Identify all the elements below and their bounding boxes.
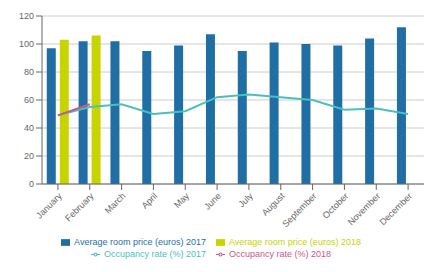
svg-text:July: July — [236, 191, 255, 210]
svg-text:40: 40 — [24, 123, 34, 133]
html-text:Occupancy rate (%) 2017: Occupancy rate (%) 2017 — [103, 249, 206, 259]
svg-text:September: September — [280, 191, 318, 229]
html-text:Occupancy rate (%) 2018: Occupancy rate (%) 2018 — [229, 249, 332, 259]
svg-text:100: 100 — [19, 39, 34, 49]
svg-text:August: August — [260, 191, 287, 218]
svg-text:December: December — [378, 191, 414, 227]
svg-text:March: March — [103, 191, 128, 216]
svg-text:120: 120 — [19, 11, 34, 21]
html-text:Average room price (euros) 201: Average room price (euros) 2017 — [74, 237, 206, 247]
html-text:Average room price (euros) 201: Average room price (euros) 2018 — [229, 237, 361, 247]
svg-text:60: 60 — [24, 95, 34, 105]
svg-text:October: October — [321, 191, 351, 221]
svg-text:April: April — [140, 191, 160, 211]
svg-text:80: 80 — [24, 67, 34, 77]
svg-text:June: June — [202, 191, 223, 212]
svg-text:February: February — [63, 191, 96, 224]
svg-text:January: January — [34, 191, 64, 221]
svg-text:May: May — [172, 191, 191, 210]
svg-text:20: 20 — [24, 151, 34, 161]
svg-text:0: 0 — [29, 179, 34, 189]
svg-text:November: November — [346, 191, 382, 227]
